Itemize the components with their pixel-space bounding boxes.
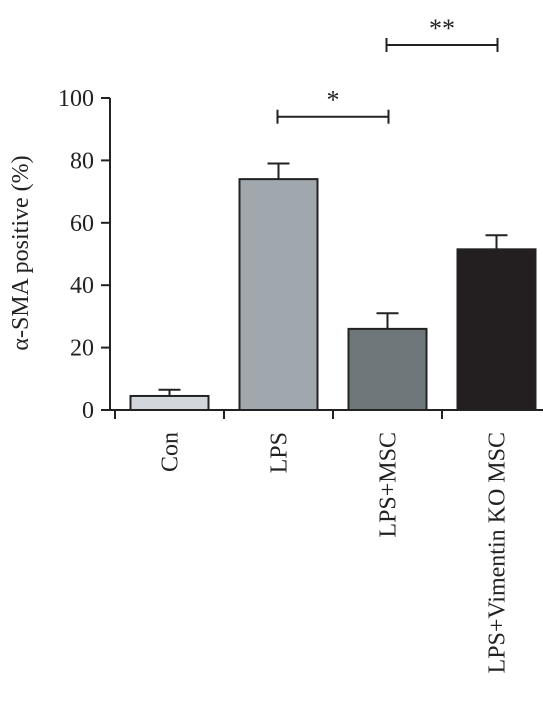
y-tick-label: 0 bbox=[82, 398, 94, 424]
bar-lps-vimentin-ko-msc bbox=[456, 248, 537, 411]
y-tick-label: 40 bbox=[70, 273, 94, 299]
significance-label: * bbox=[327, 86, 340, 115]
category-label: LPS+Vimentin KO MSC bbox=[485, 432, 511, 673]
error-bars bbox=[158, 162, 508, 396]
bar-lps bbox=[238, 178, 319, 411]
category-label: Con bbox=[158, 432, 184, 472]
category-label: LPS bbox=[267, 432, 293, 473]
bar-lps-msc bbox=[347, 327, 428, 412]
category-label: LPS+MSC bbox=[376, 432, 402, 538]
y-axis-label: α-SMA positive (%) bbox=[8, 155, 34, 350]
category-labels: Con LPS LPS+MSC LPS+Vimentin KO MSC bbox=[158, 432, 511, 673]
y-tick-label: 60 bbox=[70, 211, 94, 237]
bar-con bbox=[129, 394, 210, 411]
y-tick-label: 100 bbox=[58, 86, 94, 112]
significance-markers: *** bbox=[276, 14, 499, 124]
y-tick-label: 20 bbox=[70, 336, 94, 362]
bars bbox=[129, 178, 537, 412]
y-tick-label: 80 bbox=[70, 148, 94, 174]
significance-label: ** bbox=[429, 14, 455, 43]
